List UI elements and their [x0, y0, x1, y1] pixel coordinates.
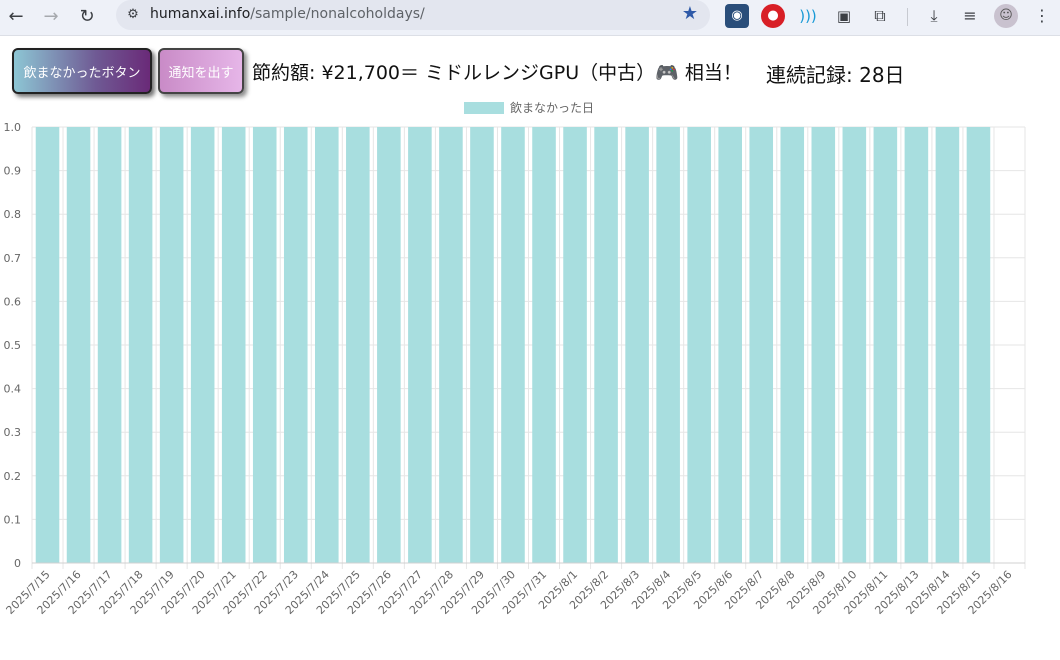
- bar: [718, 127, 742, 563]
- y-tick-label: 0.5: [4, 339, 22, 352]
- bar: [532, 127, 556, 563]
- forward-icon[interactable]: →: [43, 6, 59, 27]
- not-drinking-button[interactable]: 飲まなかったボタン: [12, 48, 152, 94]
- extension-adblock-icon[interactable]: ●: [761, 4, 785, 28]
- bar: [501, 127, 525, 563]
- profile-avatar[interactable]: ☺: [994, 4, 1018, 28]
- bar: [749, 127, 774, 563]
- bar: [283, 127, 308, 563]
- bar: [594, 127, 618, 563]
- savings-text: 節約額: ¥21,700＝ ミドルレンジGPU（中古）🎮 相当！: [252, 62, 742, 84]
- y-tick-label: 0.2: [4, 470, 22, 483]
- extension-audio-icon[interactable]: ))): [799, 7, 817, 25]
- bar: [66, 127, 91, 563]
- reload-icon[interactable]: ↻: [79, 6, 95, 27]
- bar: [35, 127, 60, 563]
- bar: [625, 127, 649, 563]
- y-tick-label: 0.3: [4, 426, 22, 439]
- y-tick-label: 0.7: [4, 252, 22, 265]
- bar: [346, 127, 370, 563]
- browser-toolbar: ← → ↻ ⚙ humanxai.info/sample/nonalcohold…: [0, 0, 1060, 36]
- bar: [252, 127, 277, 563]
- bar: [97, 127, 122, 563]
- notify-button[interactable]: 通知を出す: [158, 48, 244, 94]
- toolbar-divider: [907, 8, 908, 26]
- bar: [159, 127, 184, 563]
- bar: [315, 127, 339, 563]
- bar: [377, 127, 401, 563]
- bookmark-star-icon[interactable]: ★: [681, 3, 698, 24]
- bar: [470, 127, 494, 563]
- browser-menu-icon[interactable]: ⋮: [1034, 6, 1050, 25]
- bar: [687, 127, 711, 563]
- bar: [408, 127, 432, 563]
- extensions-puzzle-icon[interactable]: ⧉: [874, 6, 886, 25]
- y-tick-label: 1.0: [4, 121, 22, 134]
- y-tick-label: 0.8: [4, 208, 22, 221]
- legend-swatch: [464, 102, 504, 114]
- bar: [190, 127, 215, 563]
- bar: [780, 127, 805, 563]
- bar: [128, 127, 153, 563]
- bar: [842, 127, 867, 563]
- bar: [811, 127, 836, 563]
- url-host: humanxai.info: [150, 6, 251, 22]
- bar: [221, 127, 246, 563]
- url-text[interactable]: humanxai.info/sample/nonalcoholdays/: [150, 6, 425, 22]
- y-tick-label: 0.1: [4, 513, 22, 526]
- media-control-icon[interactable]: ≡: [963, 6, 977, 25]
- y-tick-label: 0.4: [4, 383, 22, 396]
- bar: [563, 127, 587, 563]
- bar: [439, 127, 463, 563]
- download-icon[interactable]: ⤓: [930, 6, 938, 25]
- extension-icon-1[interactable]: ◉: [725, 4, 749, 28]
- bar: [873, 127, 898, 563]
- y-tick-label: 0.6: [4, 295, 22, 308]
- site-info-icon[interactable]: ⚙: [127, 7, 139, 22]
- bar: [656, 127, 680, 563]
- y-tick-label: 0: [14, 557, 21, 570]
- streak-text: 連続記録: 28日: [766, 63, 905, 87]
- bar: [904, 127, 929, 563]
- address-bar[interactable]: ⚙ humanxai.info/sample/nonalcoholdays/ ★: [116, 0, 710, 30]
- bar: [935, 127, 960, 563]
- legend-label: 飲まなかった日: [510, 100, 594, 115]
- extension-screenshot-icon[interactable]: ▣: [836, 7, 852, 25]
- bar: [966, 127, 991, 563]
- back-icon[interactable]: ←: [8, 6, 24, 27]
- bar-chart: 00.10.20.30.40.50.60.70.80.91.02025/7/15…: [4, 100, 1026, 617]
- y-tick-label: 0.9: [4, 165, 22, 178]
- url-path: /sample/nonalcoholdays/: [250, 6, 425, 22]
